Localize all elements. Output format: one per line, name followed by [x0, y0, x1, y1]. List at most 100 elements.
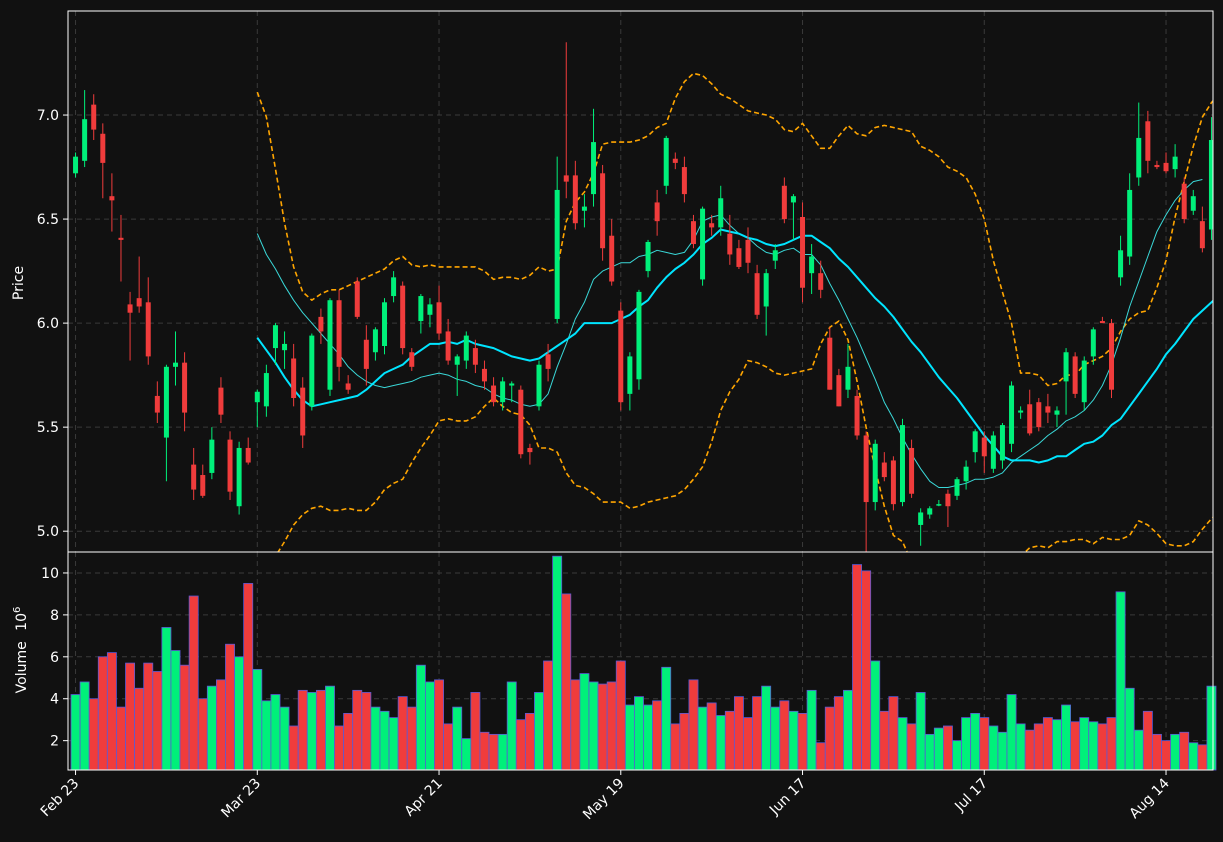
volume-bar: [370, 706, 381, 771]
volume-bar: [234, 656, 245, 771]
candle-body: [600, 173, 606, 249]
volume-bar: [961, 717, 972, 771]
volume-bar: [97, 656, 108, 771]
candle-body: [627, 356, 633, 394]
candle-body: [245, 447, 251, 463]
candle-body: [454, 356, 460, 365]
candle-body: [1018, 410, 1024, 413]
candle-body: [690, 221, 696, 245]
volume-bar: [997, 731, 1008, 771]
volume-bar: [243, 583, 254, 771]
candle-body: [118, 237, 124, 240]
volume-bar: [88, 698, 99, 771]
volume-bar: [933, 727, 944, 771]
volume-tick-label: 4: [50, 692, 59, 708]
volume-bar: [70, 694, 81, 771]
volume-bar: [752, 696, 763, 771]
candle-body: [790, 196, 796, 203]
volume-bar: [143, 662, 154, 771]
candle-body: [572, 175, 578, 224]
candle-body: [1063, 352, 1069, 382]
candle-body: [854, 395, 860, 436]
volume-bar: [488, 733, 499, 771]
volume-bar: [1015, 723, 1026, 771]
candle-body: [191, 464, 197, 490]
volume-bar: [252, 668, 263, 771]
candle-body: [418, 296, 424, 322]
candle-body: [1199, 221, 1205, 249]
price-tick-label: 6.0: [37, 316, 59, 332]
candle-body: [1208, 140, 1213, 230]
volume-bar: [225, 643, 235, 771]
volume-bar: [697, 706, 708, 771]
volume-bar: [1197, 744, 1208, 771]
volume-bar: [1024, 729, 1035, 771]
candle-body: [663, 137, 669, 186]
volume-bar: [334, 725, 345, 771]
volume-tick-label: 8: [50, 608, 59, 624]
candle-body: [518, 389, 524, 455]
mav-slow-line: [256, 228, 1213, 464]
candle-body: [827, 337, 833, 390]
candle-body: [563, 175, 569, 182]
volume-bar: [634, 696, 644, 771]
candle-body: [445, 331, 451, 361]
volume-bar: [1206, 685, 1217, 771]
volume-bar: [879, 710, 890, 771]
volume-bar: [361, 692, 372, 771]
candle-body: [1172, 156, 1178, 170]
volume-bar: [652, 700, 663, 771]
candle-body: [463, 335, 469, 361]
candle-body: [263, 373, 269, 407]
volume-bar: [306, 692, 317, 771]
candle-body: [772, 250, 778, 261]
candle-body: [899, 425, 905, 503]
bollinger-bands: [256, 72, 1213, 552]
candle-body: [727, 233, 733, 255]
volume-bar: [379, 710, 390, 771]
volume-bar: [479, 731, 490, 771]
candle-body: [1009, 385, 1015, 444]
candle-body: [318, 316, 324, 332]
candle-body: [1127, 189, 1133, 257]
candle-body: [182, 362, 188, 413]
volume-bar: [197, 698, 208, 771]
candle-body: [927, 508, 933, 515]
volume-bar: [797, 713, 808, 771]
candle-body: [82, 119, 88, 161]
candle-body: [1045, 406, 1051, 413]
candle-body: [345, 383, 351, 390]
volume-bar: [906, 723, 917, 771]
volume-bars: [70, 555, 1217, 771]
candle-body: [372, 329, 378, 353]
candle-body: [272, 325, 278, 349]
volume-bar: [688, 679, 699, 771]
candle-body: [836, 375, 842, 407]
volume-bar: [1033, 723, 1044, 771]
volume-bar: [606, 681, 617, 771]
candle-body: [1054, 410, 1060, 415]
candle-body: [109, 196, 115, 201]
volume-bar: [1170, 733, 1181, 771]
volume-bar: [470, 692, 481, 771]
candle-body: [500, 381, 506, 403]
volume-bar: [579, 673, 590, 771]
candle-body: [536, 364, 542, 407]
candle-body: [173, 362, 179, 367]
candle-body: [591, 142, 597, 195]
volume-bar: [915, 692, 926, 771]
candle-body: [618, 310, 624, 403]
volume-bar: [643, 704, 653, 771]
volume-bar: [215, 679, 226, 771]
volume-bar: [388, 717, 399, 771]
candle-body: [1081, 360, 1087, 403]
volume-bar: [543, 660, 554, 771]
volume-bar: [942, 725, 953, 771]
volume-bar: [597, 683, 608, 771]
volume-tick-label: 2: [50, 734, 59, 750]
candle-body: [863, 435, 869, 503]
candle-body: [472, 348, 478, 365]
candle-body: [436, 302, 442, 334]
candle-body: [509, 383, 515, 386]
candle-body: [1154, 164, 1160, 168]
